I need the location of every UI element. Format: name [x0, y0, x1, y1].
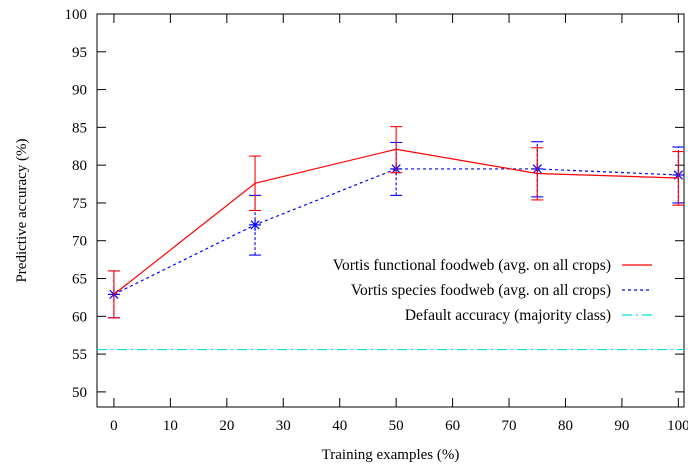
legend-label: Vortis species foodweb (avg. on all crop…	[351, 282, 611, 299]
x-tick-label: 0	[110, 418, 118, 434]
x-tick-label: 100	[667, 418, 688, 434]
error-bar	[107, 270, 120, 319]
x-tick-label: 60	[445, 418, 460, 434]
x-tick-label: 10	[163, 418, 178, 434]
y-tick-label: 75	[72, 196, 87, 212]
legend: Vortis functional foodweb (avg. on all c…	[333, 257, 652, 324]
plot-frame	[96, 13, 685, 408]
y-tick-label: 80	[72, 158, 87, 174]
error-bar	[531, 147, 544, 201]
x-tick-label: 70	[502, 418, 517, 434]
error-bar	[249, 155, 262, 212]
x-tick-label: 80	[558, 418, 573, 434]
y-tick-label: 90	[72, 83, 87, 99]
y-tick-label: 95	[72, 45, 87, 61]
plot-area	[96, 13, 685, 408]
y-tick-label: 100	[65, 7, 88, 23]
error-bar	[672, 151, 685, 206]
axes: 50 55 60 65 70 75 80 85 90 95 100 0 10 20 30 40 50 60 70 80…	[65, 7, 688, 434]
y-tick-label: 65	[72, 272, 87, 288]
x-tick-label: 40	[332, 418, 347, 434]
y-tick-label: 55	[72, 347, 87, 363]
error-bar	[390, 126, 403, 174]
data-point-marker	[249, 218, 262, 231]
series-line	[113, 168, 679, 295]
legend-item: Vortis species foodweb (avg. on all crop…	[351, 282, 652, 299]
y-tick-label: 50	[72, 385, 87, 401]
x-tick-label: 90	[614, 418, 629, 434]
x-tick-label: 50	[389, 418, 404, 434]
legend-label: Vortis functional foodweb (avg. on all c…	[333, 257, 611, 274]
legend-label: Default accuracy (majority class)	[405, 307, 611, 324]
x-axis-title: Training examples (%)	[322, 447, 460, 463]
series-layer	[97, 126, 685, 351]
y-tick-label: 60	[72, 309, 87, 325]
y-tick-label: 85	[72, 120, 87, 136]
series-functional-foodweb	[107, 126, 685, 319]
y-tick-label: 70	[72, 234, 87, 250]
x-tick-label: 30	[276, 418, 291, 434]
legend-item: Default accuracy (majority class)	[405, 307, 652, 324]
marker-stroke	[250, 220, 260, 230]
y-axis-title: Predictive accuracy (%)	[14, 138, 30, 282]
legend-item: Vortis functional foodweb (avg. on all c…	[333, 257, 652, 274]
x-tick-label: 20	[219, 418, 234, 434]
